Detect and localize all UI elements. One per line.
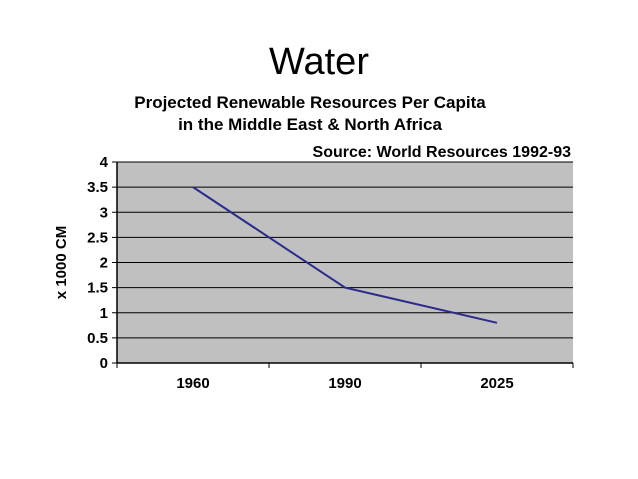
y-tick-label: 1 (100, 305, 108, 322)
y-tick-label: 0 (100, 355, 108, 372)
y-tick-label: 0.5 (87, 330, 108, 347)
chart-source-note: Source: World Resources 1992-93 (313, 144, 572, 161)
y-tick-label: 4 (100, 154, 109, 171)
series-line-0 (192, 186, 498, 324)
x-tick-label-1990: 1990 (328, 375, 361, 392)
y-axis-label: x 1000 CM (53, 226, 70, 299)
chart-title-line-1: Projected Renewable Resources Per Capita (134, 93, 486, 112)
x-tick-label-1960: 1960 (176, 375, 209, 392)
y-tick-label: 3.5 (87, 179, 108, 196)
x-tick-labels: 1960 1990 2025 (116, 363, 574, 392)
chart-title-line-2: in the Middle East & North Africa (178, 115, 442, 134)
y-tick-labels: 0 0.5 1 1.5 2 2.5 3 3.5 4 (87, 154, 117, 372)
y-tick-label: 3 (100, 204, 108, 221)
y-tick-label: 2 (100, 255, 108, 272)
series-layer (192, 186, 498, 324)
y-tick-label: 1.5 (87, 280, 108, 297)
slide-title: Water (269, 41, 369, 83)
x-tick-label-2025: 2025 (480, 375, 513, 392)
y-tick-label: 2.5 (87, 229, 108, 246)
